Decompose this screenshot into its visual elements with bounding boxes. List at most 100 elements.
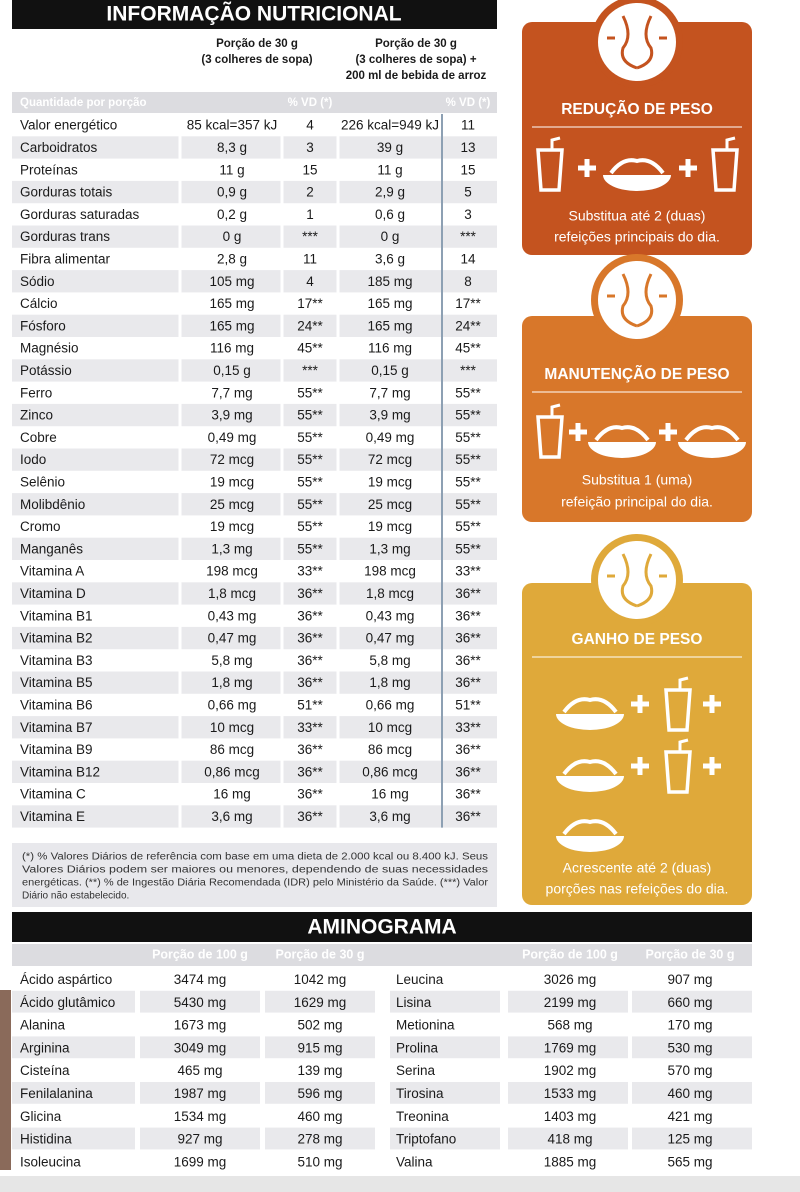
- nutrition-cell: 185 mg: [367, 274, 412, 289]
- nutrition-cell: 36**: [455, 586, 481, 601]
- nutrition-cell: 0,9 g: [217, 185, 247, 200]
- nutrition-cell: Carboidratos: [20, 140, 98, 155]
- body-icon: [620, 553, 654, 608]
- nutrition-cell: 55**: [455, 497, 481, 512]
- nutrition-cell: ***: [302, 229, 319, 244]
- nutrition-cell: 1,3 mg: [211, 541, 252, 556]
- aminogram-cell: Arginina: [20, 1040, 70, 1055]
- row-shade: [12, 582, 497, 605]
- aminogram-cell: 907 mg: [667, 972, 712, 987]
- nutrition-cell: Zinco: [20, 408, 53, 423]
- row-shade: [390, 990, 500, 1013]
- nutrition-cell: Vitamina B7: [20, 720, 93, 735]
- nutrition-cell: Vitamina B12: [20, 764, 100, 779]
- aminogram-cell: 421 mg: [667, 1109, 712, 1124]
- nutrition-title: INFORMAÇÃO NUTRICIONAL: [106, 3, 401, 26]
- nutrition-cell: 36**: [455, 675, 481, 690]
- bowl-icon: [588, 442, 656, 458]
- nutrition-cell: 0,49 mg: [208, 430, 257, 445]
- bowl-icon: [678, 442, 746, 458]
- nutrition-cell: 55**: [455, 408, 481, 423]
- aminogram-cell: 1042 mg: [294, 972, 347, 987]
- row-shade: [12, 990, 135, 1013]
- aminogram-cell: 565 mg: [667, 1154, 712, 1169]
- nutrition-cell: 55**: [455, 541, 481, 556]
- noodles-icon: [562, 819, 618, 836]
- nutrition-cell: 0,43 mg: [366, 608, 415, 623]
- card-bg: [522, 583, 752, 905]
- row-shade: [632, 990, 752, 1013]
- row-shade: [12, 359, 497, 382]
- plus-icon: [685, 159, 691, 177]
- nutrition-cell: 36**: [297, 608, 323, 623]
- nutrition-cell: 39 g: [377, 140, 403, 155]
- nutrition-cell: 14: [460, 252, 476, 267]
- cup-icon: [536, 415, 564, 459]
- aminogram-cell: 3026 mg: [544, 972, 597, 987]
- nutrition-cell: 0,2 g: [217, 207, 247, 222]
- nutrition-cell: 36**: [297, 787, 323, 802]
- card-text: refeição principal do dia.: [561, 494, 713, 510]
- subheader-row: [12, 92, 497, 113]
- nutrition-cell: 55**: [297, 430, 323, 445]
- card-text: Substitua até 2 (duas): [569, 208, 706, 224]
- nutrition-cell: 2,9 g: [375, 185, 405, 200]
- portion-header: Porção de 30 g: [216, 38, 298, 50]
- body-icon: [620, 273, 654, 328]
- nutrition-cell: 0,47 mg: [366, 631, 415, 646]
- aminogram-cell: Alanina: [20, 1018, 66, 1033]
- nutrition-cell: 4: [306, 274, 314, 289]
- nutrition-cell: 36**: [455, 787, 481, 802]
- straw-icon: [550, 136, 561, 150]
- weight-card: MANUTENÇÃO DE PESO Substitua 1 (uma) refei…: [522, 254, 752, 522]
- nutrition-cell: 36**: [455, 631, 481, 646]
- straw-icon: [550, 403, 561, 417]
- nutrition-cell: 0 g: [223, 229, 242, 244]
- aminogram-cell: 1885 mg: [544, 1154, 597, 1169]
- aminogram-cell: 1769 mg: [544, 1040, 597, 1055]
- nutrition-cell: 0,86 mcg: [362, 764, 418, 779]
- weight-card: GANHO DE PESO Acrescente até 2 (duas) porç…: [522, 534, 752, 905]
- nutrition-cell: 55**: [455, 430, 481, 445]
- aminogram-cell: 1534 mg: [174, 1109, 227, 1124]
- row-shade: [265, 990, 375, 1013]
- nutrition-cell: Sódio: [20, 274, 55, 289]
- aminogram-cell: Cisteína: [20, 1063, 70, 1078]
- footnote-line: Valores Diários podem ser maiores ou men…: [22, 865, 488, 876]
- nutrition-cell: 1,8 mg: [369, 675, 410, 690]
- nutrition-cell: 116 mg: [210, 341, 254, 356]
- nutrition-cell: Vitamina B2: [20, 631, 93, 646]
- row-shade: [140, 1036, 260, 1059]
- nutrition-cell: 1,8 mcg: [208, 586, 256, 601]
- nutrition-cell: 116 mg: [368, 341, 412, 356]
- row-shade: [12, 805, 497, 828]
- nutrition-cell: Magnésio: [20, 341, 79, 356]
- aminogram-cell: Prolina: [396, 1040, 439, 1055]
- aminogram-cell: Glicina: [20, 1109, 62, 1124]
- row-shade: [12, 671, 497, 694]
- weight-card: REDUÇÃO DE PESO Substitua até 2 (duas) ref…: [522, 0, 752, 255]
- row-shade: [508, 1082, 628, 1104]
- plus-icon: [665, 423, 671, 441]
- bowl-icon: [603, 175, 671, 191]
- nutrition-cell: 24**: [455, 318, 481, 333]
- row-shade: [12, 225, 497, 248]
- nutrition-cell: 1,8 mg: [211, 675, 252, 690]
- aminogram-cell: 1403 mg: [544, 1109, 597, 1124]
- nutrition-cell: 3,6 mg: [211, 809, 252, 824]
- nutrition-cell: 36**: [297, 653, 323, 668]
- aminogram-header: Porção de 30 g: [276, 947, 365, 961]
- aminogram-cell: Ácido aspártico: [20, 972, 112, 987]
- nutrition-cell: 51**: [297, 698, 323, 713]
- aminogram-cell: Ácido glutâmico: [20, 995, 115, 1010]
- nutrition-cell: 0,6 g: [375, 207, 405, 222]
- row-shade: [508, 1036, 628, 1059]
- nutrition-cell: 19 mcg: [210, 519, 254, 534]
- aminogram-header-row: [12, 944, 752, 966]
- nutrition-cell: Vitamina B1: [20, 608, 93, 623]
- nutrition-cell: 55**: [455, 452, 481, 467]
- aminogram-cell: 139 mg: [297, 1063, 342, 1078]
- photo-edge: [0, 990, 11, 1170]
